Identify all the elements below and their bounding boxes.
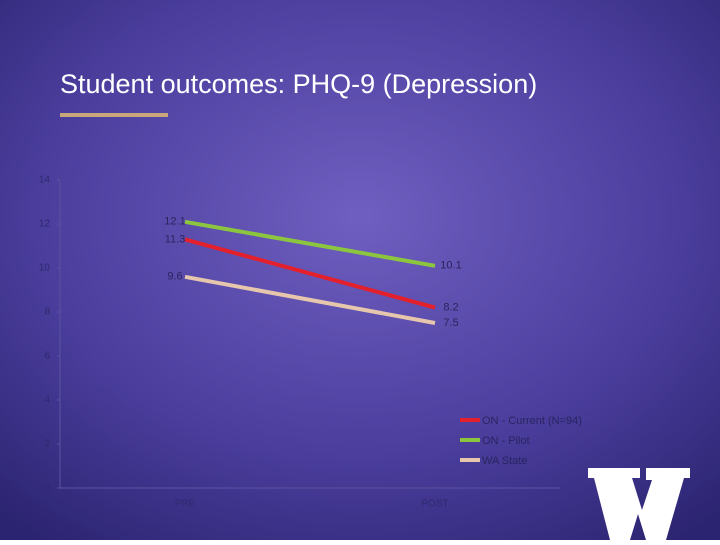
logo [588, 468, 690, 540]
y-tick-label: 10 [39, 263, 51, 274]
legend-label: ON - Pilot [482, 435, 530, 447]
data-label: 11.3 [165, 233, 186, 245]
y-tick-label: 2 [44, 439, 50, 450]
data-label: 12.1 [164, 216, 185, 228]
y-tick-label: 4 [44, 395, 50, 406]
y-tick-label: 12 [39, 219, 51, 230]
y-tick-label: 0 [44, 483, 50, 494]
data-label: 8.2 [443, 302, 458, 314]
series-line [184, 219, 436, 268]
series-line [184, 274, 436, 325]
legend-label: ON - Current (N=94) [482, 415, 582, 427]
y-tick-label: 6 [44, 351, 50, 362]
x-tick-label: POST [421, 499, 448, 510]
y-tick-label: 14 [39, 175, 51, 186]
data-label: 9.6 [167, 271, 182, 283]
legend-label: WA State [482, 455, 527, 467]
series-line [184, 237, 436, 310]
x-tick-label: PRE [175, 499, 196, 510]
y-tick-label: 8 [44, 307, 50, 318]
title-underline [60, 113, 168, 117]
data-label: 7.5 [443, 317, 458, 329]
chart-title: Student outcomes: PHQ-9 (Depression) [60, 69, 537, 99]
data-label: 10.1 [440, 260, 461, 272]
